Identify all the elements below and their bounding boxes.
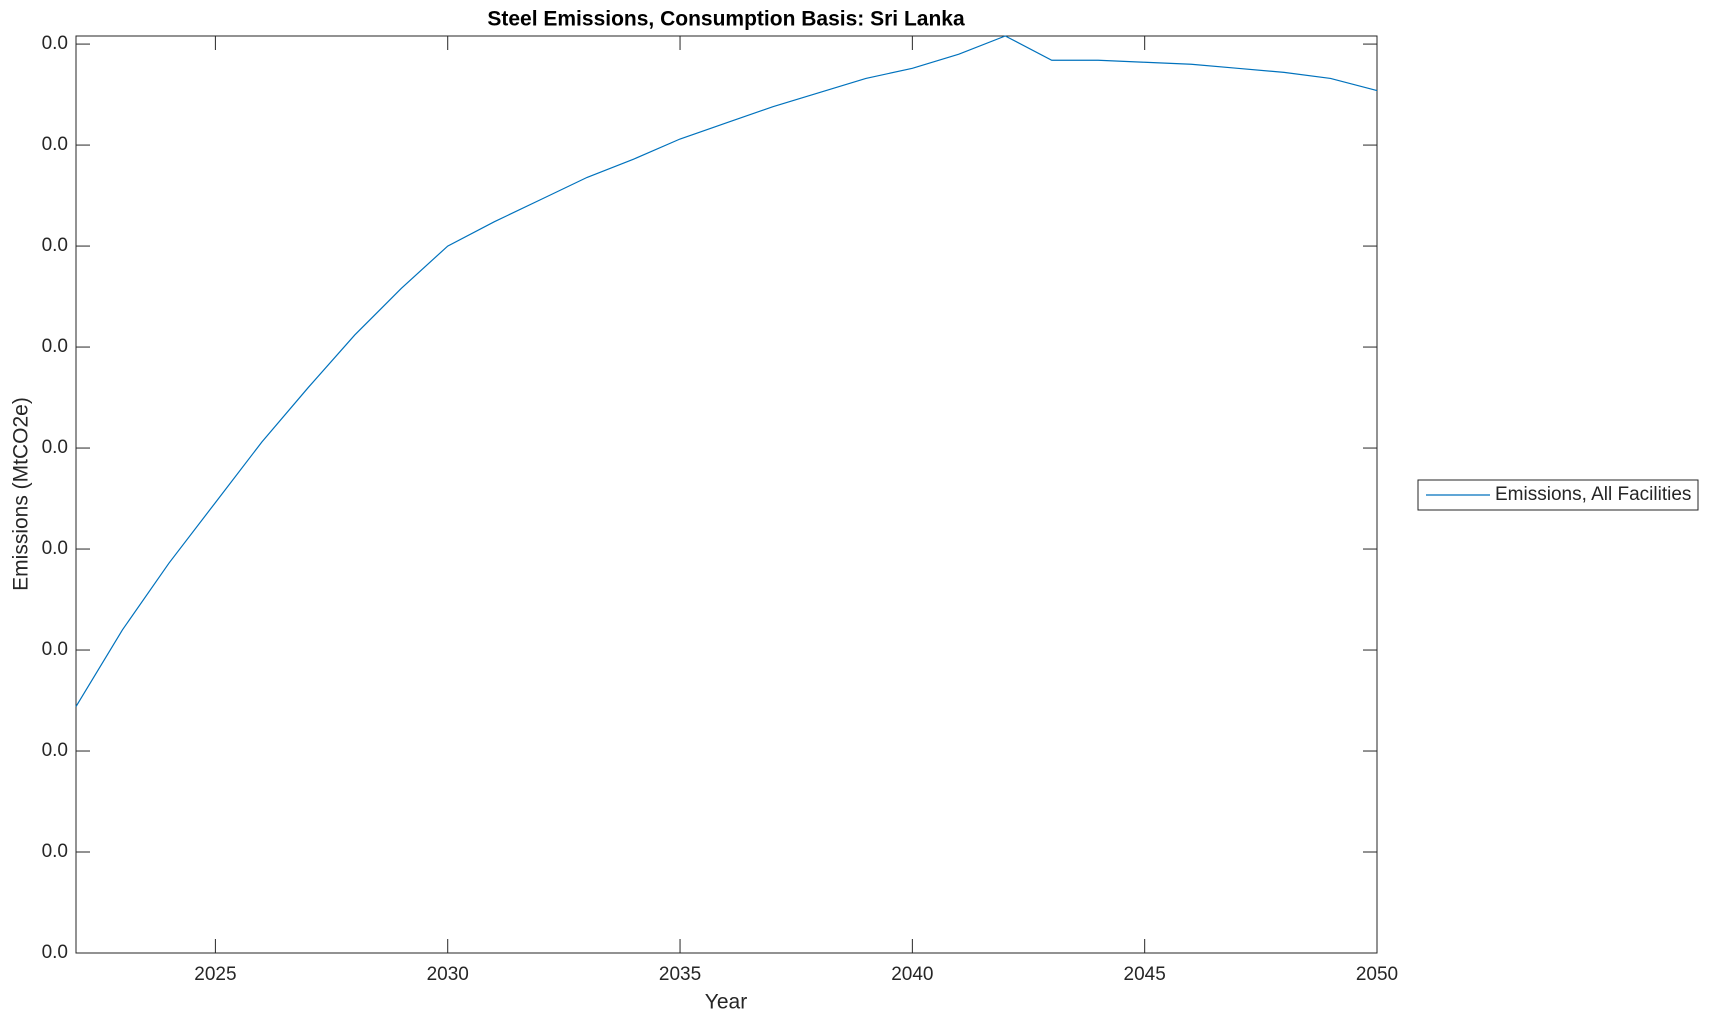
y-tick-label: 0.0: [42, 942, 68, 963]
x-tick-label: 2030: [427, 964, 469, 985]
y-tick-label: 0.0: [42, 33, 68, 54]
y-tick-label: 0.0: [42, 235, 68, 256]
x-tick-label: 2040: [891, 964, 933, 985]
legend-label: Emissions, All Facilities: [1495, 484, 1691, 505]
y-tick-label: 0.0: [42, 336, 68, 357]
x-tick-label: 2035: [659, 964, 701, 985]
line-series: [75, 35, 1378, 707]
x-tick-label: 2045: [1124, 964, 1166, 985]
chart-title: Steel Emissions, Consumption Basis: Sri …: [487, 8, 965, 31]
y-tick-label: 0.0: [42, 639, 68, 660]
y-axis-label: Emissions (MtCO2e): [10, 397, 33, 591]
x-tick-label: 2025: [194, 964, 236, 985]
y-tick-label: 0.0: [42, 437, 68, 458]
plot-frame: [75, 35, 1378, 954]
y-tick-label: 0.0: [42, 841, 68, 862]
x-tick-label: 2050: [1356, 964, 1398, 985]
x-axis-label: Year: [705, 991, 747, 1014]
y-tick-label: 0.0: [42, 538, 68, 559]
y-tick-label: 0.0: [42, 740, 68, 761]
y-tick-label: 0.0: [42, 134, 68, 155]
